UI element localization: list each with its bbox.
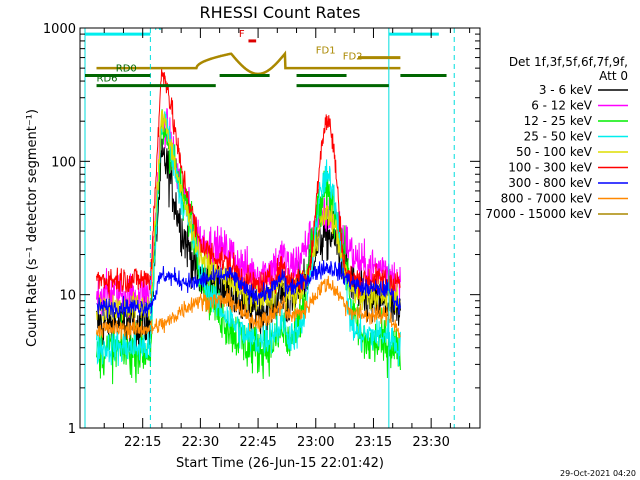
legend-header: Att 0 bbox=[599, 69, 628, 83]
y-tick-label: 1 bbox=[68, 422, 76, 437]
plot-frame bbox=[79, 27, 481, 429]
legend: Det 1f,3f,5f,6f,7f,9f,Att 0 3 - 6 keV 6 - … bbox=[485, 55, 628, 221]
legend-entry-label: 3 - 6 keV bbox=[539, 83, 593, 97]
series-line-7000-to-15000kev-kev bbox=[96, 50, 401, 76]
legend-entry-label: 7000 - 15000 keV bbox=[485, 207, 592, 221]
legend-entry-label: 300 - 800 keV bbox=[508, 176, 592, 190]
y-tick-label: 1000 bbox=[43, 22, 76, 37]
x-tick-label: 23:15 bbox=[355, 435, 392, 450]
flag-label-rd6: RD6 bbox=[97, 74, 118, 85]
flag-label-fd1: FD1 bbox=[316, 46, 336, 57]
legend-entry-label: 100 - 300 keV bbox=[508, 161, 592, 175]
x-tick-label: 22:15 bbox=[124, 435, 161, 450]
flag-label-fd2: FD2 bbox=[343, 52, 363, 63]
series-line-300-to-800kev-kev bbox=[96, 260, 401, 319]
x-tick-label: 23:00 bbox=[297, 435, 334, 450]
x-tick-label: 22:45 bbox=[239, 435, 276, 450]
flag-label-rd0: RD0 bbox=[116, 64, 137, 75]
series-line-100-to-300kev-kev bbox=[96, 68, 401, 300]
legend-entry-label: 800 - 7000 keV bbox=[501, 192, 593, 206]
y-axis-label: Count Rate (s⁻¹ detector segment⁻¹) bbox=[25, 109, 40, 347]
axes: 1 10 100 1000 22:15 22:30 22:45 23:00 23:15 23:30 bbox=[43, 22, 481, 450]
legend-header: Det 1f,3f,5f,6f,7f,9f, bbox=[509, 55, 628, 69]
legend-entry-label: 6 - 12 keV bbox=[531, 99, 593, 113]
x-tick-label: 22:30 bbox=[182, 435, 219, 450]
legend-entry-label: 50 - 100 keV bbox=[516, 145, 593, 159]
y-tick-label: 100 bbox=[51, 155, 76, 170]
series-line-25-to-50kev-kev bbox=[96, 111, 401, 367]
chart-title: RHESSI Count Rates bbox=[200, 3, 361, 22]
timestamp: 29-Oct-2021 04:20 bbox=[560, 469, 636, 478]
flag-label-n: N bbox=[154, 22, 161, 33]
y-tick-label: 10 bbox=[59, 289, 76, 304]
legend-entry-label: 12 - 25 keV bbox=[524, 114, 593, 128]
x-tick-label: 23:30 bbox=[412, 435, 449, 450]
legend-entry-label: 25 - 50 keV bbox=[524, 130, 593, 144]
flag-label-f: F bbox=[239, 29, 245, 40]
series-line-800-to-7000kev-kev bbox=[96, 275, 401, 340]
x-axis-label: Start Time (26-Jun-15 22:01:42) bbox=[176, 456, 384, 471]
